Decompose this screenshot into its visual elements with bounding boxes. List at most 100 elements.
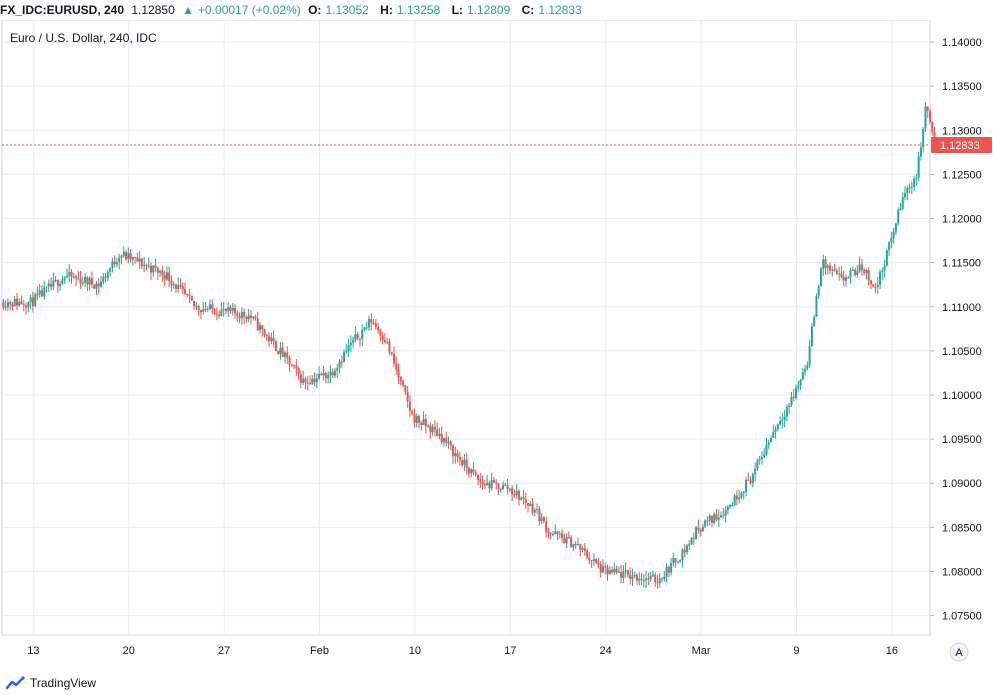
candle-body	[504, 484, 507, 486]
candle-body	[615, 568, 618, 573]
candle-body	[561, 533, 564, 538]
candle-body	[731, 504, 734, 506]
candle-body	[388, 341, 391, 353]
candle-body	[102, 276, 105, 283]
candle-body	[311, 378, 314, 385]
candle-body	[283, 352, 286, 358]
candle-body	[429, 425, 432, 433]
candle-body	[545, 521, 548, 532]
candle-body	[479, 480, 482, 483]
candle-body	[379, 330, 382, 336]
candle-body	[209, 304, 212, 310]
auto-scale-button[interactable]: A	[949, 642, 969, 662]
candle-body	[779, 421, 782, 425]
candle-body	[699, 529, 702, 532]
candle-body	[772, 431, 775, 438]
y-tick-label: 1.10000	[942, 390, 982, 402]
candle-body	[277, 350, 280, 354]
candle-body	[854, 269, 857, 276]
candle-body	[774, 429, 777, 432]
candle-body	[358, 338, 361, 340]
candle-body	[336, 367, 339, 371]
candle-body	[188, 294, 191, 296]
last-price: 1.12850	[131, 3, 175, 17]
candle-body	[84, 277, 87, 283]
candle-body	[147, 265, 150, 267]
candle-body	[608, 569, 611, 575]
candle-body	[395, 363, 398, 370]
candle-body	[790, 396, 793, 406]
candle-body	[254, 316, 257, 319]
candle-body	[15, 298, 18, 306]
candle-body	[640, 578, 643, 581]
candle-body	[492, 480, 495, 483]
axes: 1.07500 1.08000 1.08500 1.09000 1.09500 1.100…	[2, 37, 992, 662]
candle-body	[454, 453, 457, 457]
candle-body	[527, 503, 530, 506]
candle-body	[234, 307, 237, 314]
candle-body	[340, 361, 343, 363]
candle-body	[302, 378, 305, 383]
candle-body	[847, 277, 850, 279]
candle-body	[815, 296, 818, 318]
candle-body	[263, 329, 266, 335]
candle-body	[867, 270, 870, 281]
candle-body	[676, 561, 679, 563]
candle-body	[431, 426, 434, 433]
candle-body	[75, 276, 78, 279]
candle-body	[25, 305, 28, 308]
candle-body	[835, 270, 838, 274]
candle-body	[710, 515, 713, 523]
candle-body	[470, 469, 473, 474]
candle-body	[770, 437, 773, 443]
candle-body	[826, 265, 829, 268]
candle-body	[488, 482, 491, 489]
y-tick-label: 1.12000	[942, 214, 982, 226]
candle-body	[704, 520, 707, 527]
candle-body	[508, 488, 511, 490]
candle-body	[452, 445, 455, 457]
candle-body	[531, 503, 534, 513]
x-tick-label: Mar	[692, 645, 711, 657]
candle-body	[372, 322, 375, 324]
candle-body	[738, 497, 741, 500]
candle-body	[97, 283, 100, 287]
candle-body	[590, 560, 593, 562]
candle-body	[224, 308, 227, 312]
candle-body	[231, 307, 234, 311]
candle-body	[511, 488, 514, 495]
candle-body	[50, 283, 53, 287]
candle-body	[79, 278, 82, 284]
candle-body	[572, 544, 575, 548]
candle-body	[740, 492, 743, 498]
candle-body	[313, 378, 316, 383]
candle-body	[143, 264, 146, 267]
candle-body	[629, 574, 632, 580]
candle-body	[252, 316, 255, 319]
candle-body	[404, 385, 407, 393]
candle-body	[831, 269, 834, 271]
candle-body	[88, 278, 91, 285]
y-tick-label: 1.14000	[942, 37, 982, 49]
candle-body	[127, 253, 130, 259]
candle-body	[20, 301, 23, 305]
candle-body	[840, 273, 843, 277]
price-chart[interactable]: 1.07500 1.08000 1.08500 1.09000 1.09500 1.100…	[0, 20, 993, 670]
candle-body	[672, 558, 675, 563]
candle-body	[688, 543, 691, 546]
tradingview-logo[interactable]: TradingView	[6, 676, 96, 690]
candle-body	[2, 302, 5, 308]
candle-body	[701, 526, 704, 532]
candle-body	[776, 424, 779, 430]
candle-body	[45, 286, 48, 288]
last-price-badge	[931, 137, 992, 154]
candle-body	[901, 197, 904, 209]
candle-body	[788, 405, 791, 408]
candle-body	[370, 319, 373, 323]
symbol-label[interactable]: FX_IDC:EURUSD, 240	[0, 3, 125, 17]
candles	[2, 102, 938, 589]
candle-body	[447, 441, 450, 444]
candle-body	[304, 378, 307, 383]
candle-body	[70, 271, 73, 277]
candle-body	[215, 314, 218, 316]
